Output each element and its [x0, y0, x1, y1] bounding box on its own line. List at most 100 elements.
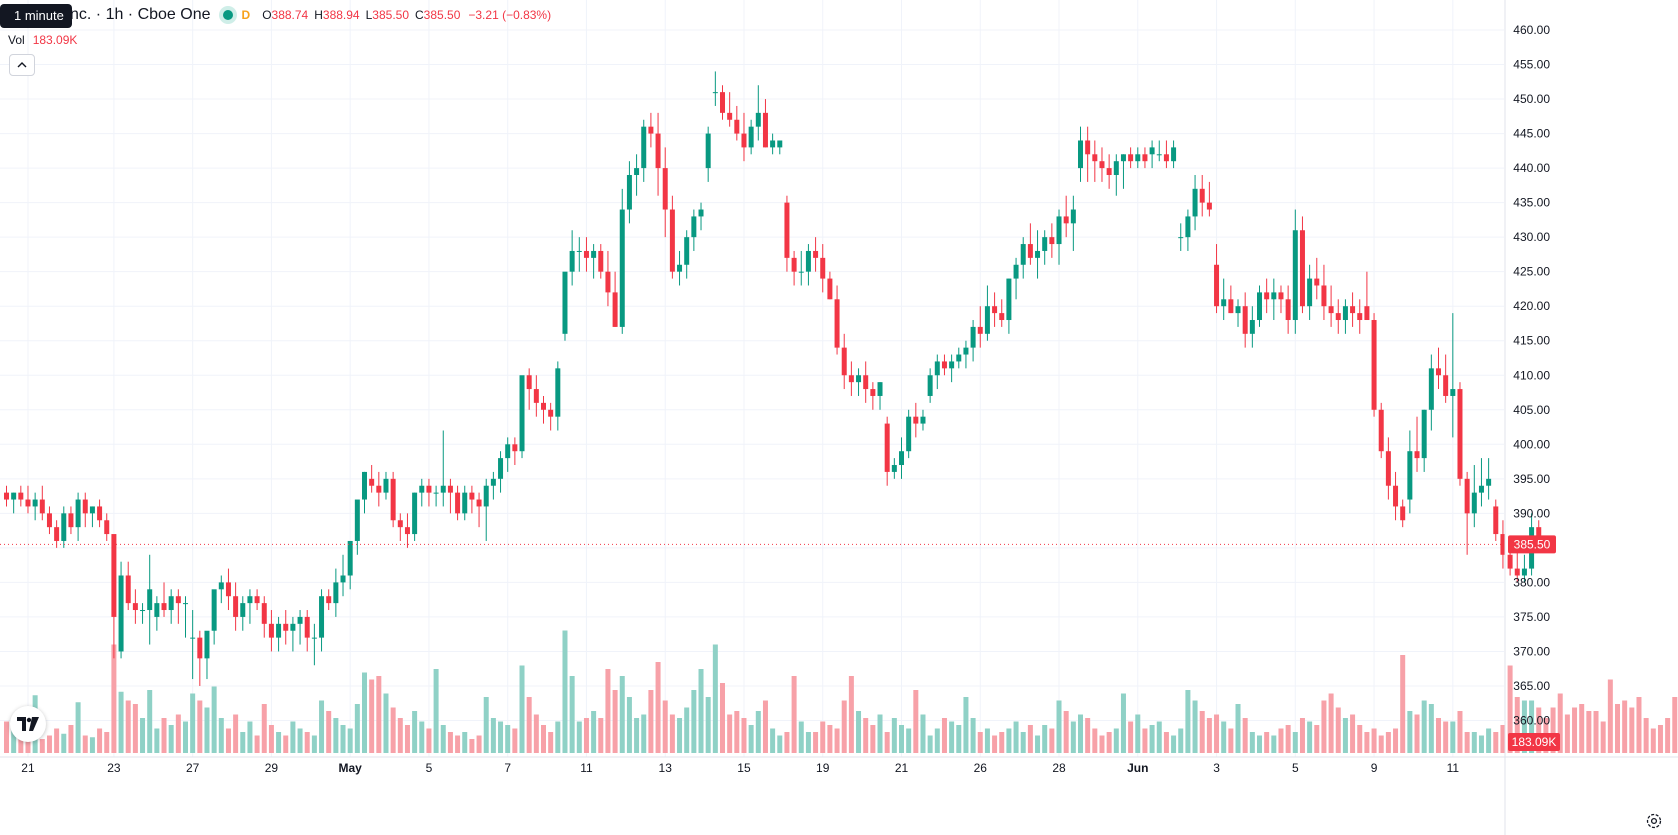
candle-body: [548, 409, 554, 417]
candle-body: [197, 637, 203, 659]
candle-body: [1464, 478, 1470, 514]
volume-bar: [18, 732, 24, 753]
candle-body: [734, 119, 740, 134]
volume-bar: [82, 735, 88, 753]
volume-label[interactable]: Vol: [8, 33, 25, 47]
volume-bar: [591, 711, 597, 753]
candle-body: [1135, 154, 1141, 162]
high-label: H: [314, 8, 323, 22]
candle-body: [848, 375, 854, 383]
candle-body: [784, 202, 790, 258]
volume-bar: [505, 725, 511, 753]
candle-body: [798, 271, 804, 273]
price-tick-label: 375.00: [1513, 610, 1550, 624]
volume-bar: [190, 693, 196, 753]
volume-bar: [755, 711, 761, 753]
volume-bar: [25, 735, 31, 753]
candle-body: [1299, 230, 1305, 307]
candle-body: [1156, 154, 1162, 156]
volume-bar: [834, 728, 840, 753]
candle-body: [1428, 368, 1434, 410]
market-status-dot[interactable]: [222, 10, 233, 20]
candle-body: [626, 175, 632, 210]
volume-bar: [784, 732, 790, 753]
volume-bar: [1615, 704, 1620, 753]
volume-bar: [820, 721, 826, 753]
volume-bar: [805, 732, 811, 753]
volume-bar: [354, 704, 360, 753]
candle-body: [533, 389, 539, 403]
candle-body: [820, 257, 826, 279]
volume-bar: [798, 721, 804, 753]
tradingview-logo[interactable]: [10, 706, 46, 742]
volume-bar: [1228, 728, 1234, 753]
volume-bar: [1278, 728, 1284, 753]
candle-body: [1192, 188, 1198, 217]
candle-body: [1271, 292, 1277, 300]
volume-bar: [949, 721, 955, 753]
volume-bar: [1500, 725, 1506, 753]
volume-bar: [498, 721, 504, 753]
candle-body: [1257, 292, 1262, 321]
volume-bar: [762, 700, 768, 753]
volume-bar: [1436, 718, 1441, 753]
time-axis[interactable]: 21 23 27 29 May 5 7 11 13 15 19 21 26 28 Jun 3 5 9 11: [0, 756, 1678, 775]
volume-bar: [941, 718, 947, 753]
time-tick-label: 7: [504, 761, 511, 775]
candle-body: [934, 361, 940, 376]
price-tick-label: 365.00: [1513, 679, 1550, 693]
volume-bar: [648, 690, 654, 753]
candle-body: [1493, 506, 1499, 535]
candle-body: [927, 375, 933, 396]
volume-bar: [1393, 728, 1399, 753]
volume-bar: [1142, 728, 1148, 753]
volume-bar: [741, 718, 747, 753]
volume-bar: [1493, 732, 1499, 753]
candle-body: [1364, 306, 1370, 321]
candle-body: [1142, 154, 1148, 162]
candle-body: [254, 596, 260, 604]
time-tick-label: 29: [265, 761, 279, 775]
price-axis[interactable]: 460.00 455.00 450.00 445.00 440.00 435.00 430.…: [1504, 0, 1560, 835]
candle-body: [1049, 237, 1055, 245]
candle-body: [483, 485, 489, 507]
volume-bar: [1156, 721, 1162, 753]
candle-body: [1436, 368, 1441, 376]
volume-bar: [1572, 707, 1578, 753]
volume-bar: [89, 737, 95, 753]
volume-bar: [727, 714, 733, 753]
candle-body: [562, 271, 568, 334]
candle-body: [762, 112, 768, 148]
candle-body: [641, 126, 647, 169]
candle-body: [906, 416, 912, 452]
volume-bar: [1600, 721, 1606, 753]
candle-body: [1457, 389, 1463, 479]
symbol-title[interactable]: nc. · 1h · Cboe One: [70, 6, 211, 23]
volume-bar: [1507, 665, 1513, 753]
candle-body: [541, 402, 546, 410]
candle-body: [591, 250, 597, 258]
candle-body: [440, 485, 446, 493]
volume-bar: [712, 644, 718, 753]
candle-body: [634, 168, 640, 176]
volume-bar: [1178, 728, 1184, 753]
candle-body: [276, 623, 282, 638]
candle-body: [326, 596, 332, 604]
volume-bar: [1027, 725, 1033, 753]
price-tick-label: 410.00: [1513, 368, 1550, 382]
volume-bar: [1070, 721, 1076, 753]
price-tick-label: 460.00: [1513, 23, 1550, 37]
volume-bar: [347, 728, 353, 753]
candle-body: [1357, 313, 1363, 321]
candle-body: [712, 92, 718, 94]
volume-bar: [1099, 735, 1105, 753]
candlestick-series: [4, 71, 1542, 686]
volume-bar: [154, 728, 160, 753]
data-delay-badge[interactable]: D: [241, 8, 251, 22]
candle-body: [25, 499, 31, 507]
collapse-legend-button[interactable]: [9, 54, 35, 76]
candle-body: [748, 126, 754, 148]
volume-bar: [440, 725, 446, 753]
gear-icon[interactable]: [1645, 812, 1663, 830]
